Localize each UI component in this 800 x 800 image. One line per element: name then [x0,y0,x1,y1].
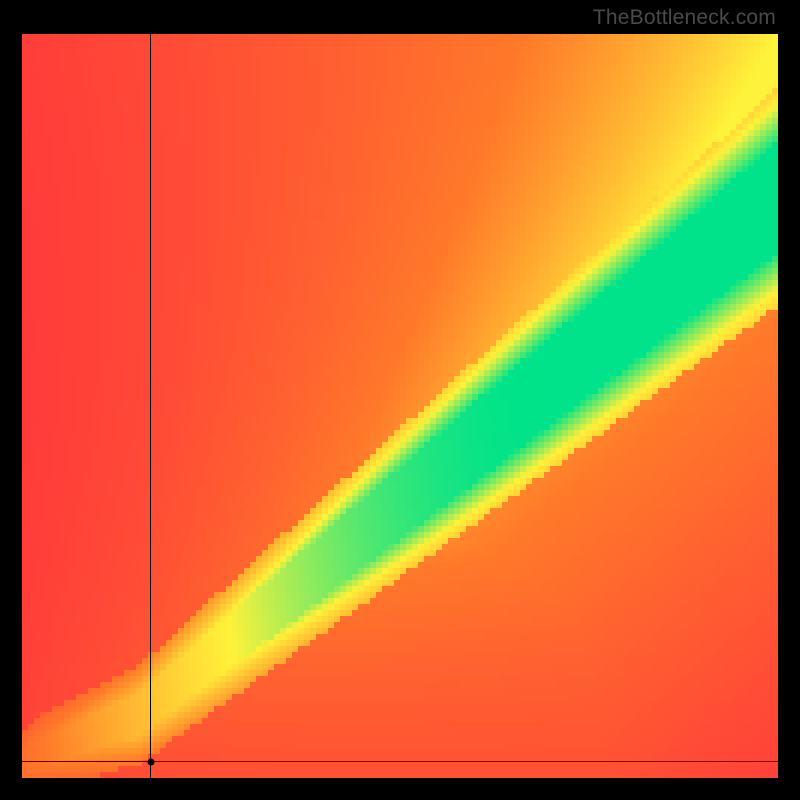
crosshair-point [147,758,154,765]
crosshair-vertical [150,34,151,778]
heatmap-wrap [22,34,778,778]
plot-area [22,34,778,778]
watermark-text: TheBottleneck.com [593,6,776,30]
crosshair-horizontal [22,761,778,762]
chart-container: TheBottleneck.com [0,0,800,800]
heatmap-canvas [22,34,778,778]
